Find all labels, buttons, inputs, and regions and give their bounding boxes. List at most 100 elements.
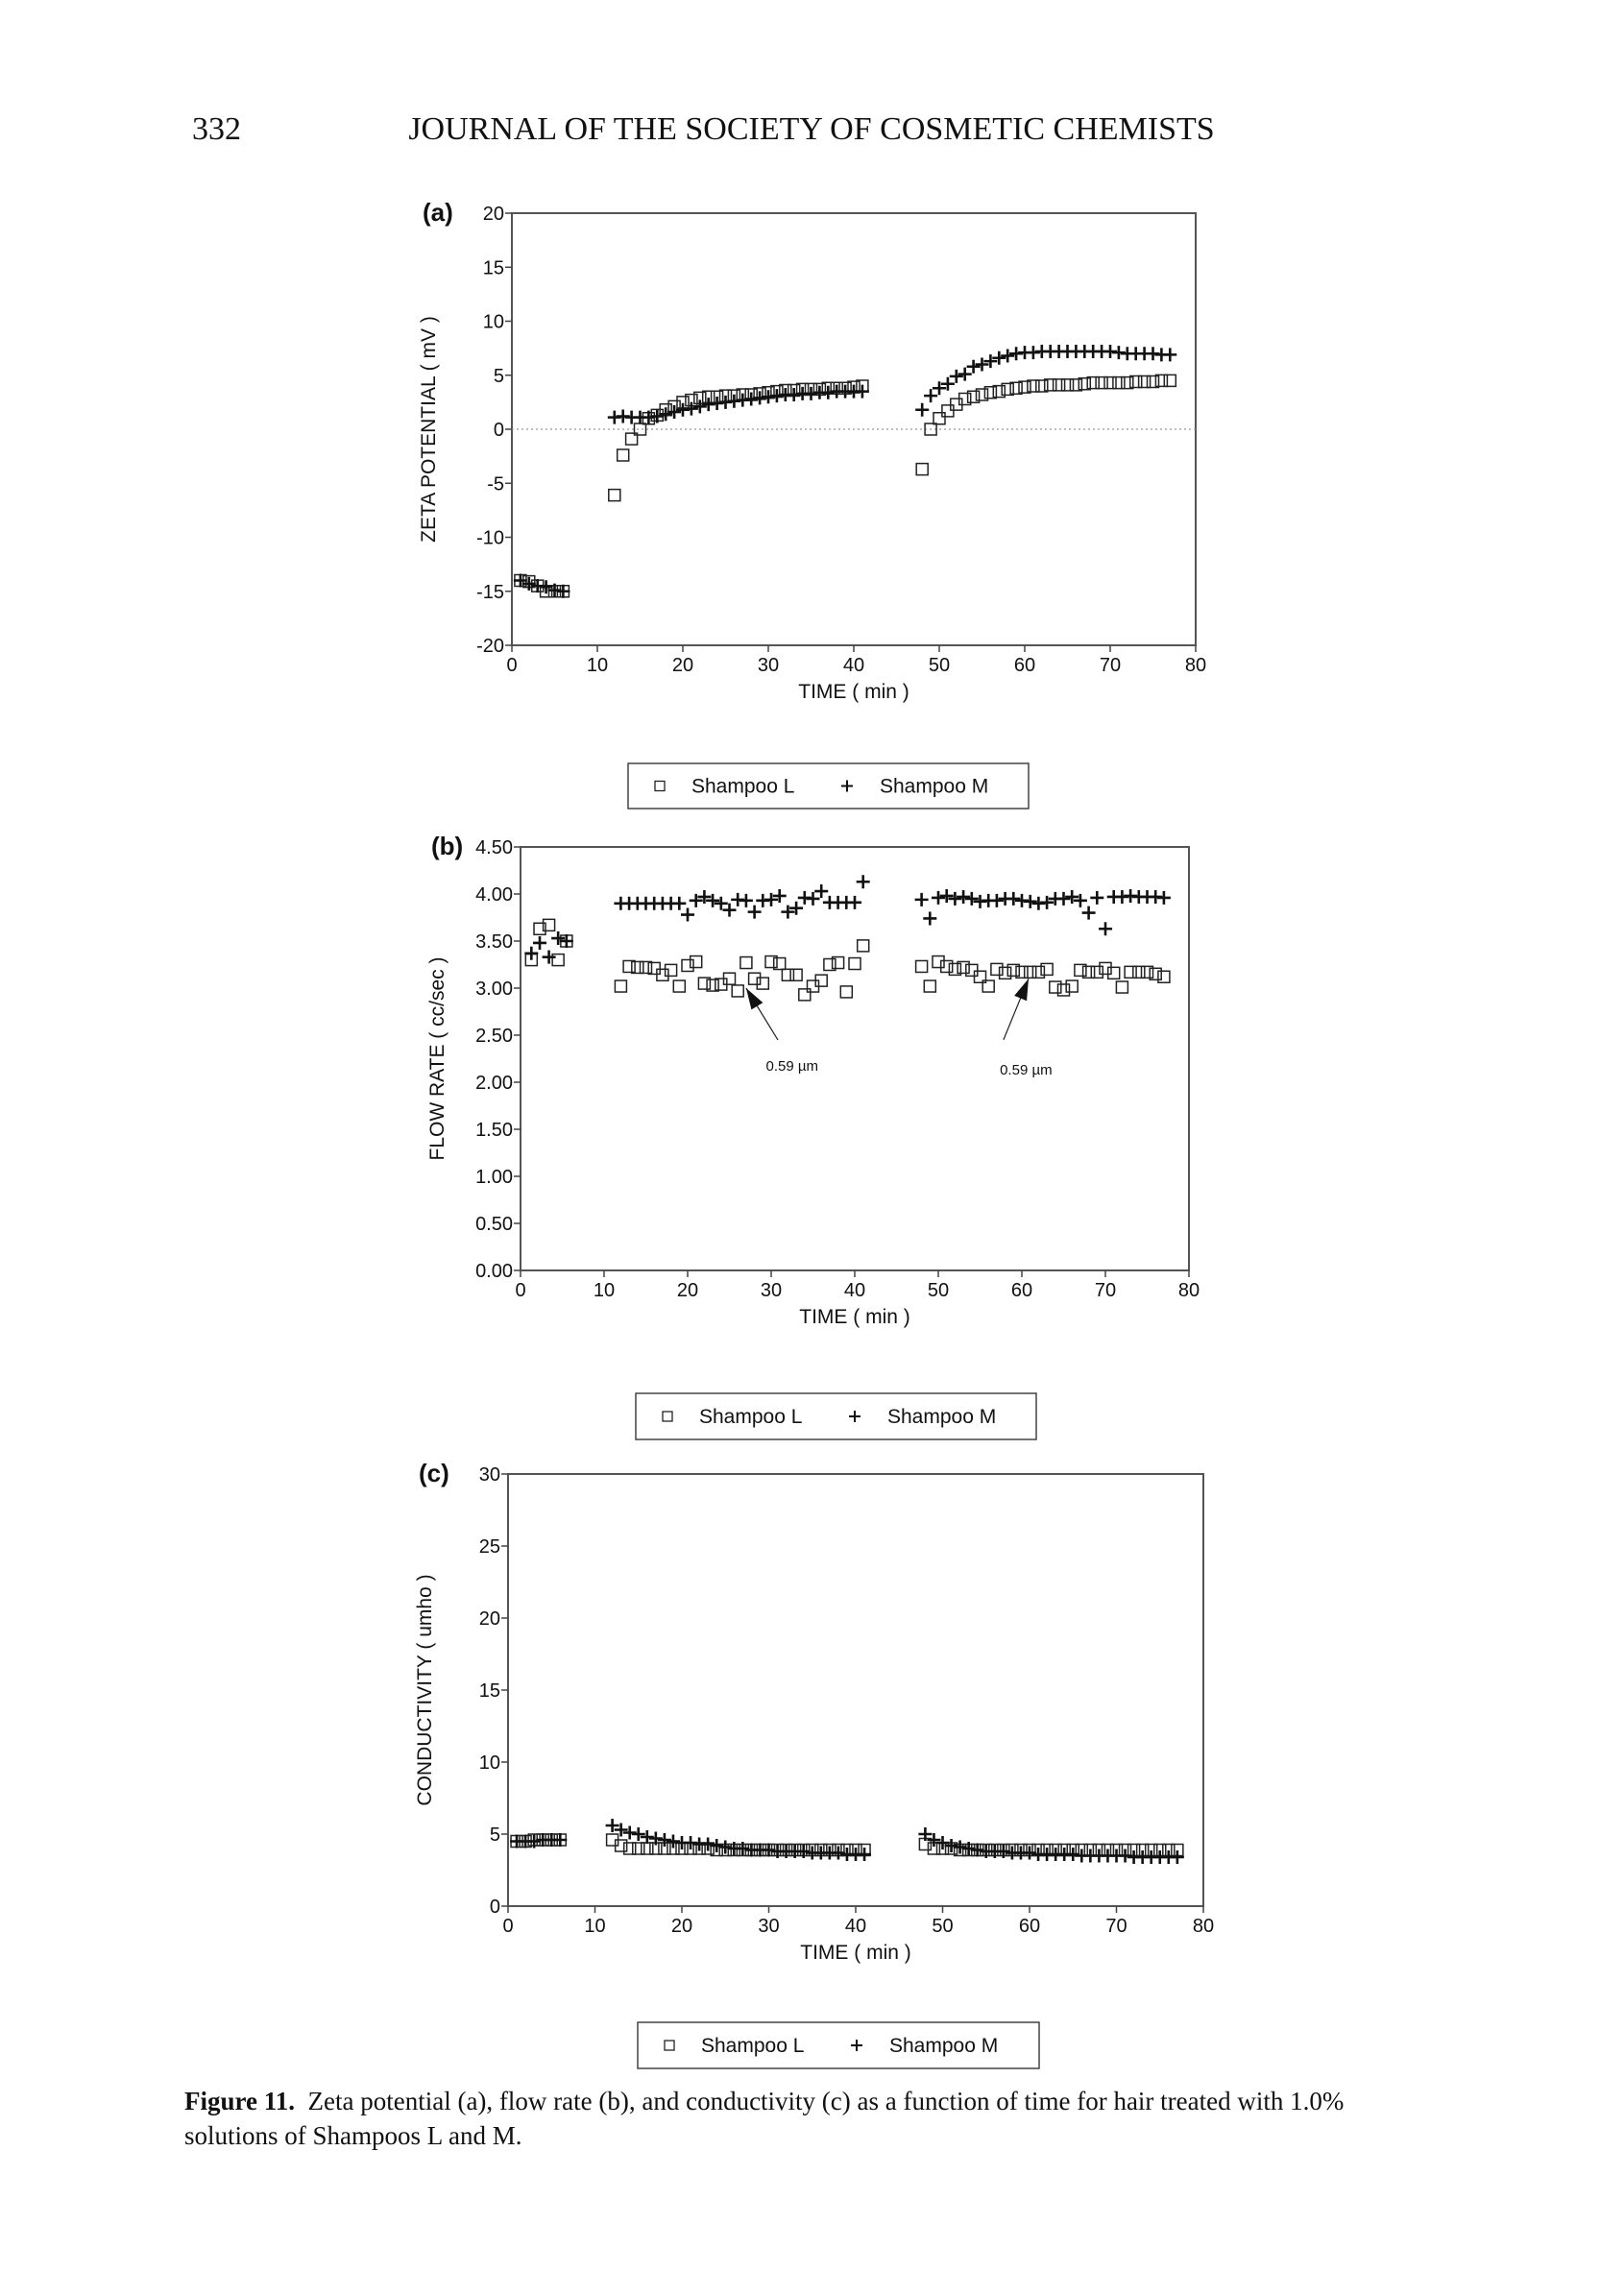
y-tick-label: 20 xyxy=(479,1608,500,1630)
data-point-square xyxy=(915,462,929,476)
data-point-plus xyxy=(924,389,938,403)
data-point-plus xyxy=(1118,1849,1132,1863)
data-point-plus xyxy=(553,1833,568,1847)
data-point-plus xyxy=(764,892,778,906)
data-point-plus xyxy=(605,1819,619,1832)
data-point-square xyxy=(1086,375,1100,390)
data-point-plus xyxy=(684,1836,698,1849)
data-point-square xyxy=(823,957,836,972)
data-point-plus xyxy=(939,888,954,903)
data-point-square xyxy=(756,977,770,990)
y-axis-label: CONDUCTIVITY ( umho ) xyxy=(414,1574,436,1805)
x-tick-label: 60 xyxy=(1014,655,1035,676)
data-point-plus xyxy=(953,1840,967,1854)
data-point-plus xyxy=(539,580,553,594)
data-point-square xyxy=(533,922,546,936)
data-point-square xyxy=(542,918,556,932)
data-point-square xyxy=(624,432,639,446)
data-point-plus xyxy=(957,889,971,904)
x-tick-label: 80 xyxy=(1178,1280,1200,1301)
y-tick-label: -20 xyxy=(476,636,504,657)
y-tick-label: 1.00 xyxy=(475,1167,513,1188)
figure-caption: Figure 11. Zeta potential (a), flow rate… xyxy=(184,2084,1433,2153)
data-point-square xyxy=(1043,378,1057,392)
x-axis-label: TIME ( min ) xyxy=(800,1942,911,1964)
data-point-square xyxy=(1035,379,1049,393)
x-tick-label: 20 xyxy=(671,1916,692,1937)
data-point-square xyxy=(641,1842,654,1855)
data-point-plus xyxy=(949,369,963,383)
data-point-plus xyxy=(666,1834,680,1849)
data-point-plus xyxy=(684,401,698,416)
data-point-plus xyxy=(710,1839,724,1852)
data-point-square xyxy=(1060,378,1075,392)
x-tick-label: 0 xyxy=(506,655,517,676)
x-tick-label: 0 xyxy=(515,1280,525,1301)
data-point-square xyxy=(1099,961,1112,976)
data-point-square xyxy=(772,956,787,971)
data-point-plus xyxy=(762,1843,776,1857)
data-point-square xyxy=(664,963,678,978)
x-tick-label: 60 xyxy=(1019,1916,1040,1937)
data-point-plus xyxy=(533,935,547,950)
data-point-square xyxy=(639,960,653,975)
data-point-square xyxy=(747,972,762,985)
data-point-plus xyxy=(1023,1846,1036,1860)
legend-square-icon xyxy=(662,1411,673,1422)
journal-title: JOURNAL OF THE SOCIETY OF COSMETIC CHEMI… xyxy=(408,111,1214,147)
data-point-plus xyxy=(855,384,869,399)
data-point-plus xyxy=(559,934,573,948)
y-tick-label: 10 xyxy=(479,1752,500,1774)
y-tick-label: 25 xyxy=(479,1536,500,1558)
x-tick-label: 10 xyxy=(594,1280,615,1301)
x-tick-label: 0 xyxy=(502,1916,513,1937)
data-point-square xyxy=(924,423,937,436)
data-point-square xyxy=(998,966,1012,980)
data-point-square xyxy=(982,979,995,993)
series-shampoo-m xyxy=(524,875,1171,964)
annotation-label: 0.59 µm xyxy=(766,1058,819,1075)
data-point-plus xyxy=(1170,1850,1184,1864)
data-point-square xyxy=(848,956,861,971)
data-point-square xyxy=(764,955,778,969)
x-tick-label: 20 xyxy=(677,1280,698,1301)
legend-plus-icon xyxy=(849,1411,861,1422)
data-point-plus xyxy=(1099,922,1112,936)
data-point-plus xyxy=(796,1845,811,1858)
annotation-arrowhead xyxy=(1014,979,1029,1002)
caption-label: Figure 11. xyxy=(184,2087,296,2115)
data-point-plus xyxy=(992,350,1006,365)
x-tick-label: 30 xyxy=(761,1280,782,1301)
y-tick-label: 2.50 xyxy=(475,1026,513,1047)
y-tick-label: 1.50 xyxy=(475,1120,513,1141)
y-tick-label: 0.50 xyxy=(475,1214,513,1235)
data-point-plus xyxy=(1023,894,1037,908)
legend-square-icon xyxy=(664,2040,675,2051)
data-point-plus xyxy=(542,950,556,964)
x-tick-label: 70 xyxy=(1095,1280,1116,1301)
y-tick-label: 15 xyxy=(483,257,504,278)
data-point-square xyxy=(948,962,962,977)
data-point-plus xyxy=(914,892,929,906)
data-point-square xyxy=(1115,980,1129,994)
data-point-plus xyxy=(556,584,570,598)
data-point-square xyxy=(608,488,621,502)
series-shampoo-m xyxy=(510,1819,1184,1864)
data-point-square xyxy=(1081,965,1096,979)
data-point-square xyxy=(1128,375,1143,389)
data-point-plus xyxy=(940,376,955,391)
data-point-plus xyxy=(513,573,527,588)
data-point-plus xyxy=(961,1842,976,1855)
data-point-square xyxy=(798,988,812,1002)
data-point-square xyxy=(1103,375,1117,390)
data-point-plus xyxy=(958,367,972,381)
data-point-plus xyxy=(814,884,829,899)
data-point-plus xyxy=(524,946,539,960)
data-point-plus xyxy=(856,875,870,889)
y-tick-label: 3.00 xyxy=(475,979,513,1000)
data-point-plus xyxy=(521,576,536,591)
x-tick-label: 10 xyxy=(584,1916,605,1937)
data-point-plus xyxy=(722,903,737,917)
